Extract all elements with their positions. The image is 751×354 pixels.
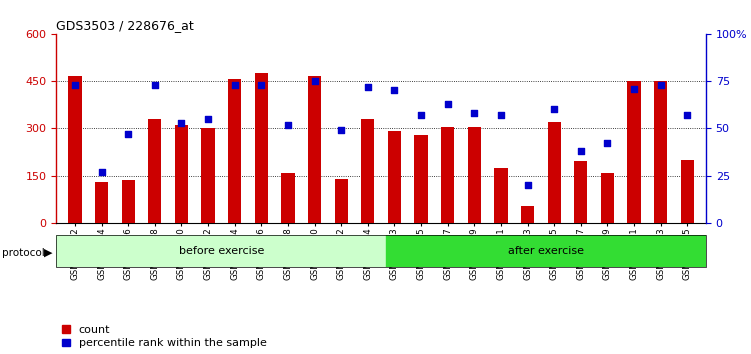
Point [229,82,241,87]
Legend: count, percentile rank within the sample: count, percentile rank within the sample [62,325,267,348]
Point [335,127,347,133]
Bar [441,127,454,223]
Bar [654,81,668,223]
Text: GDS3503 / 228676_at: GDS3503 / 228676_at [56,19,194,33]
Bar [361,119,375,223]
Point [681,112,693,118]
Text: before exercise: before exercise [179,246,264,256]
Bar [68,76,82,223]
Point [255,82,267,87]
Point [548,107,560,112]
Point [202,116,214,122]
Text: ▶: ▶ [44,248,52,258]
Point [575,148,587,154]
Point [469,110,481,116]
Bar [56,235,387,267]
Text: protocol: protocol [2,248,44,258]
Text: after exercise: after exercise [508,246,584,256]
Bar [148,119,161,223]
Bar [575,161,587,223]
Bar [175,125,188,223]
Point [495,112,507,118]
Point [655,82,667,87]
Bar [201,128,215,223]
Bar [388,131,401,223]
Point [69,82,81,87]
Point [176,120,188,125]
Bar [680,160,694,223]
Point [95,169,107,175]
Point [122,131,134,137]
Point [628,86,640,91]
Point [415,112,427,118]
Bar [627,81,641,223]
Point [362,84,374,90]
Point [442,101,454,107]
Bar [255,73,268,223]
Bar [601,172,614,223]
Bar [95,182,108,223]
Bar [521,206,534,223]
Bar [415,135,428,223]
Bar [122,181,135,223]
Bar [547,122,561,223]
Bar [308,76,321,223]
Bar [228,79,241,223]
Bar [387,235,706,267]
Bar [334,179,348,223]
Point [309,78,321,84]
Point [282,122,294,127]
Point [521,182,533,188]
Point [388,88,400,93]
Bar [468,127,481,223]
Bar [282,172,294,223]
Bar [494,168,508,223]
Point [149,82,161,87]
Point [602,141,614,146]
